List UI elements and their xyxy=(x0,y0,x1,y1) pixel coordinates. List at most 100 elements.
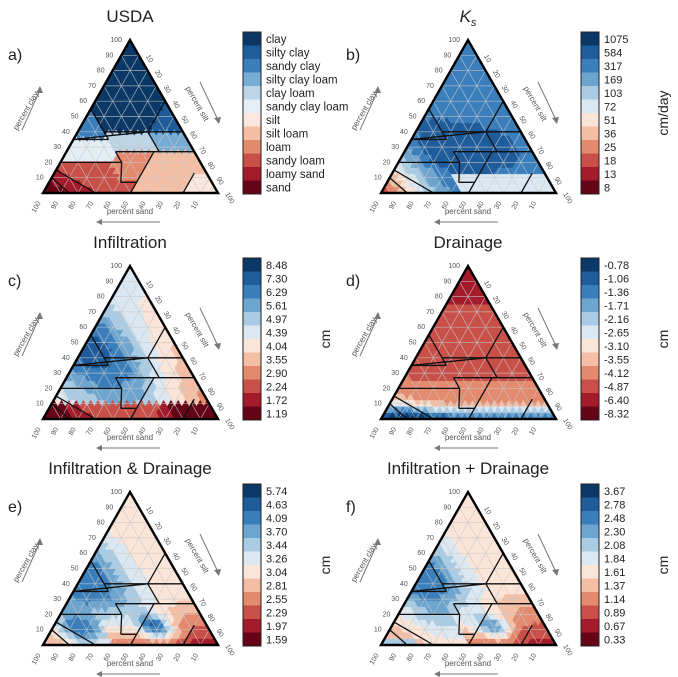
colorbar-swatch xyxy=(243,153,261,167)
tick-label-silt: 10 xyxy=(482,54,492,64)
grid-line xyxy=(441,537,504,646)
tick-label-silt: 40 xyxy=(170,100,180,110)
tick-label-sand: 20 xyxy=(511,426,521,436)
tick-label-silt: 80 xyxy=(544,387,554,397)
tick-label-sand: 90 xyxy=(50,426,60,436)
panel-title: Infiltration & Drainage xyxy=(48,459,211,478)
tick-label-clay: 40 xyxy=(400,581,408,588)
colorbar-swatch xyxy=(581,379,599,393)
axis-label-clay: percent clay xyxy=(11,90,40,132)
boundary-line xyxy=(147,100,166,133)
boundary-line xyxy=(393,169,434,194)
tick-label-silt: 90 xyxy=(552,176,562,186)
tick-label-sand: 60 xyxy=(103,652,113,662)
colorbar-swatch xyxy=(243,325,261,339)
colorbar-label: 0.67 xyxy=(604,621,625,633)
colorbar-label: -3.55 xyxy=(604,354,629,366)
colorbar-label: 2.30 xyxy=(604,526,625,538)
chart-panel-e: Infiltration & Drainage e) 10 10 10 20 20 20 30 3… xyxy=(8,459,333,677)
boundary-line xyxy=(55,169,96,194)
tick-label-silt: 90 xyxy=(552,628,562,638)
tick-label-clay: 90 xyxy=(106,504,114,511)
boundary-line xyxy=(90,108,110,140)
grid-line xyxy=(424,568,469,646)
tick-label-clay: 10 xyxy=(374,627,382,634)
tick-label-silt: 10 xyxy=(482,506,492,516)
arrow-silt xyxy=(199,81,219,121)
grid-line xyxy=(458,55,539,194)
tick-label-silt: 30 xyxy=(162,536,172,546)
grid-line xyxy=(147,583,184,646)
colorbar-label: 2.29 xyxy=(266,607,287,619)
tick-label-clay: 10 xyxy=(36,401,44,408)
colorbar-unit: cm/day xyxy=(655,90,671,135)
tick-label-sand: 70 xyxy=(85,200,95,210)
panel-title: Infiltration + Drainage xyxy=(387,459,549,478)
arrow-silt xyxy=(199,307,219,347)
colorbar-unit: cm xyxy=(655,556,671,575)
tick-label-clay: 90 xyxy=(106,278,114,285)
colorbar-swatch xyxy=(243,312,261,326)
class-boundaries xyxy=(389,326,533,420)
tick-label-silt: 60 xyxy=(188,356,198,366)
tick-label-silt: 80 xyxy=(544,161,554,171)
panel-label: f) xyxy=(346,499,356,516)
colorbar-unit: cm xyxy=(317,330,333,349)
colorbar-swatch xyxy=(581,285,599,299)
colorbar-label: 51 xyxy=(604,115,616,127)
tick-label-clay: 80 xyxy=(435,520,443,527)
colorbar-swatch xyxy=(581,524,599,538)
boundary-line xyxy=(389,403,408,420)
colorbar-swatch xyxy=(243,180,261,194)
colorbar-label: -2.16 xyxy=(604,314,629,326)
tick-label-clay: 90 xyxy=(444,278,452,285)
boundary-line xyxy=(428,334,448,366)
colorbar-label: sand xyxy=(266,182,291,194)
panel-title: Drainage xyxy=(434,233,503,252)
tick-label-clay: 30 xyxy=(53,596,61,603)
grid-line xyxy=(406,372,434,420)
grid-line xyxy=(68,372,96,420)
boundary-line xyxy=(485,552,504,585)
tick-label-silt: 100 xyxy=(561,644,573,658)
boundary-line xyxy=(114,377,123,389)
colorbar-swatch xyxy=(243,167,261,181)
panel-label: b) xyxy=(346,47,360,64)
colorbar-swatch xyxy=(581,258,599,272)
boundary-line xyxy=(90,560,110,592)
colorbar-label: 36 xyxy=(604,128,616,140)
boundary-line xyxy=(129,603,155,646)
chart-panel-b: Ks b) 10 10 10 20 20 20 30 30 30 40 40 40 50 50 50 60 60 60… xyxy=(346,7,671,225)
tick-label-sand: 60 xyxy=(103,200,113,210)
grid-line xyxy=(68,146,96,194)
colorbar-swatch xyxy=(243,632,261,646)
grid-line xyxy=(95,537,157,646)
colorbar-label: 3.04 xyxy=(266,567,287,579)
colorbar-frame xyxy=(242,31,262,195)
tick-label-clay: 20 xyxy=(383,611,391,618)
tick-label-sand: 30 xyxy=(155,426,165,436)
panel-label: c) xyxy=(8,273,21,290)
boundary-line xyxy=(467,377,493,420)
tick-label-silt: 70 xyxy=(535,372,545,382)
tick-label-clay: 70 xyxy=(88,83,96,90)
grid-line xyxy=(120,281,201,420)
colorbar-swatch xyxy=(243,551,261,565)
tick-label-silt: 40 xyxy=(170,552,180,562)
grid-line xyxy=(424,116,469,194)
arrow-silt xyxy=(537,81,557,121)
grid-line xyxy=(51,177,61,194)
grid-line xyxy=(165,598,192,646)
colorbar-swatch xyxy=(243,99,261,113)
tick-label-clay: 70 xyxy=(426,83,434,90)
tick-label-silt: 100 xyxy=(223,418,235,432)
tick-label-sand: 90 xyxy=(388,652,398,662)
tick-label-silt: 30 xyxy=(500,536,510,546)
colorbar-swatch xyxy=(243,605,261,619)
tick-label-sand: 40 xyxy=(138,426,148,436)
colorbar-swatch xyxy=(581,484,599,498)
colorbar-label: 1.37 xyxy=(604,580,625,592)
colorbar-label: 2.08 xyxy=(604,540,625,552)
grid-line xyxy=(51,403,61,420)
